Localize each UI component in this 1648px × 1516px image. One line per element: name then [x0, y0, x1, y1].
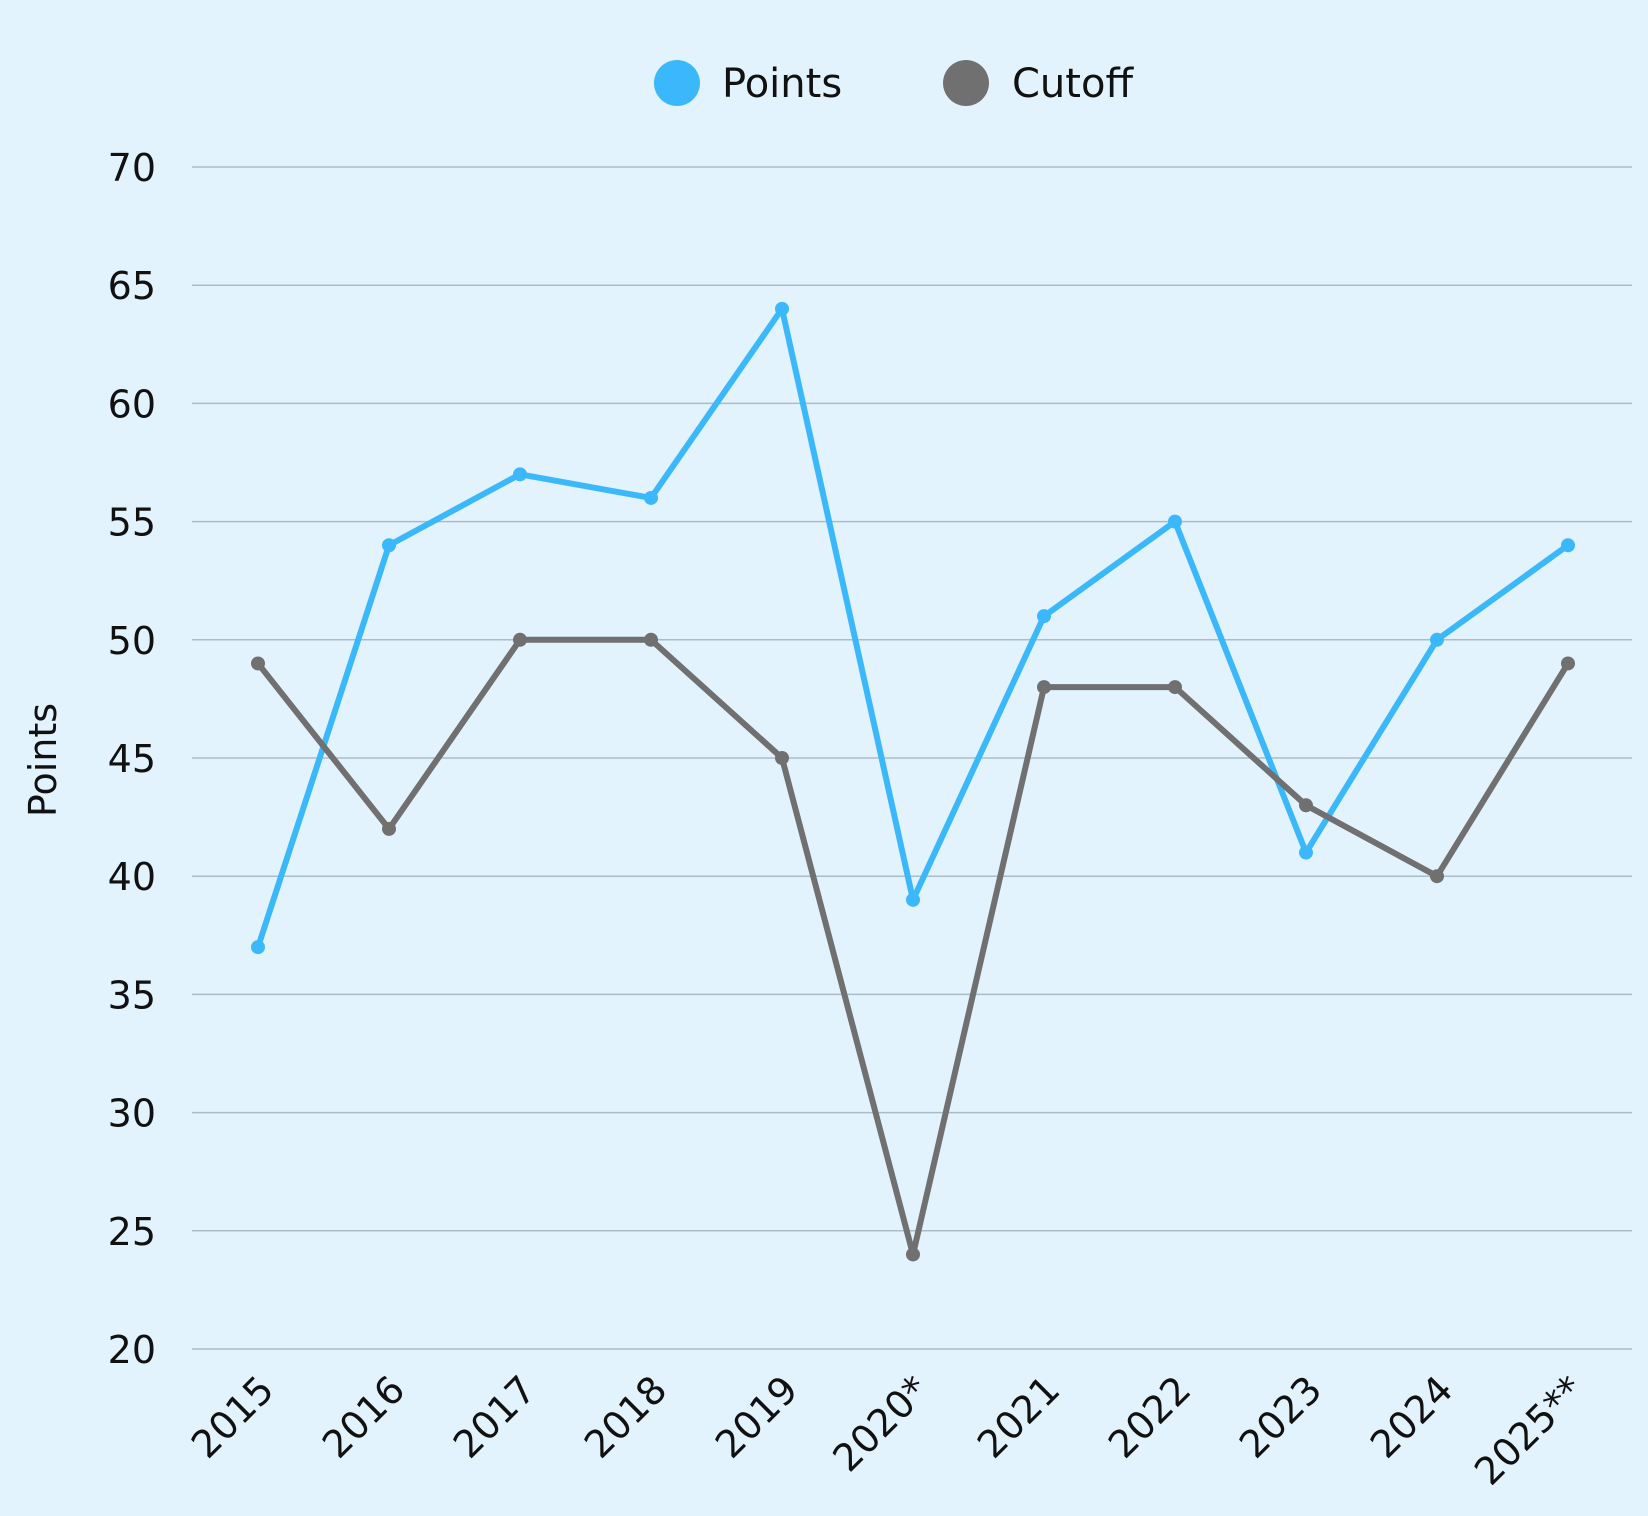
x-tick-label: 2024: [1362, 1367, 1462, 1467]
y-tick-label: 55: [108, 501, 156, 545]
y-tick-label: 65: [108, 264, 156, 308]
data-point-cutoff: [1430, 869, 1444, 884]
legend-marker-points: [654, 60, 700, 106]
legend: Points Cutoff: [654, 60, 1134, 107]
y-tick-label: 40: [108, 855, 156, 899]
data-point-points: [644, 490, 658, 505]
data-point-cutoff: [382, 821, 396, 836]
y-tick-label: 25: [108, 1210, 156, 1254]
y-tick-label: 60: [108, 382, 156, 426]
x-tick-label: 2018: [576, 1367, 676, 1467]
data-point-points: [251, 940, 265, 955]
data-point-cutoff: [251, 656, 265, 671]
data-point-points: [1168, 514, 1182, 529]
data-point-points: [1037, 609, 1051, 624]
data-point-cutoff: [513, 632, 527, 647]
data-point-points: [1430, 632, 1444, 647]
x-tick-label: 2025**: [1466, 1367, 1592, 1493]
x-tick-label: 2021: [969, 1367, 1069, 1467]
series-line-cutoff: [255, 636, 1571, 1258]
legend-label-points: Points: [722, 61, 842, 107]
y-tick-label: 35: [108, 973, 156, 1017]
legend-label-cutoff: Cutoff: [1012, 61, 1134, 107]
x-tick-label: 2016: [314, 1367, 414, 1467]
y-tick-label: 50: [108, 619, 156, 663]
y-tick-label: 45: [108, 737, 156, 781]
data-point-cutoff: [644, 632, 658, 647]
data-point-cutoff: [775, 751, 789, 765]
series-line-points: [255, 305, 1571, 951]
legend-marker-cutoff: [943, 60, 989, 106]
x-tick-label: 2015: [183, 1367, 283, 1467]
series-group: [251, 301, 1575, 1262]
data-point-points: [775, 301, 789, 316]
data-point-cutoff: [1037, 680, 1051, 695]
x-tick-label: 2017: [445, 1367, 545, 1467]
x-tick-label: 2023: [1231, 1367, 1331, 1467]
data-point-cutoff: [1299, 798, 1313, 813]
data-point-points: [906, 892, 920, 907]
grid: [192, 166, 1632, 1350]
data-point-points: [1299, 845, 1313, 860]
data-point-cutoff: [1561, 656, 1575, 671]
y-axis-ticks: 20 25 30 35 40 45 50 55 60 65 70: [108, 146, 156, 1372]
data-point-cutoff: [906, 1247, 920, 1262]
x-tick-label: 2019: [707, 1367, 807, 1467]
y-axis-title: Points: [21, 703, 65, 817]
y-tick-label: 20: [108, 1328, 156, 1372]
data-point-points: [382, 538, 396, 553]
y-tick-label: 30: [108, 1092, 156, 1136]
data-point-points: [513, 467, 527, 482]
data-point-cutoff: [1168, 680, 1182, 695]
x-axis-ticks: 2015 2016 2017 2018 2019 2020* 2021 2022 2023 202…: [183, 1367, 1593, 1493]
data-point-points: [1561, 538, 1575, 553]
x-tick-label: 2020*: [824, 1367, 937, 1480]
x-tick-label: 2022: [1100, 1367, 1200, 1467]
y-tick-label: 70: [108, 146, 156, 190]
